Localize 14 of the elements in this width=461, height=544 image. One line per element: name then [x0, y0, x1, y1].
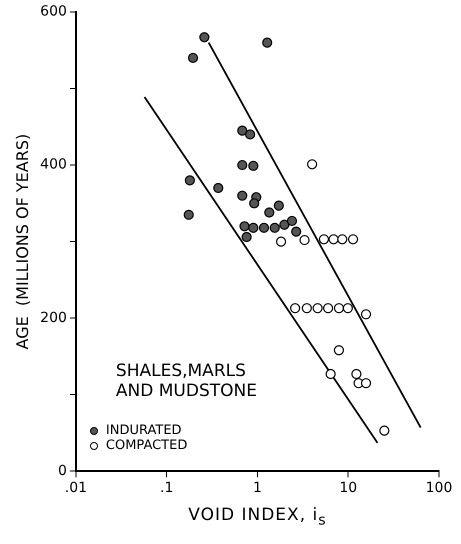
y-axis-title: AGE (MILLIONS OF YEARS)	[12, 134, 32, 350]
y-tick-label: 200	[40, 310, 67, 326]
y-tick-label: 600	[40, 4, 67, 20]
legend-label: INDURATED	[106, 423, 182, 438]
x-tick-label: 1	[253, 480, 262, 496]
x-axis-title: VOID INDEX, i$_{s}$	[187, 505, 328, 528]
y-tick-label: 400	[40, 156, 67, 173]
x-tick-label: .01	[64, 480, 88, 496]
legend-label: COMPACTED	[106, 438, 188, 454]
y-tick-label: 0	[58, 462, 67, 479]
x-tick-label: 100	[426, 480, 452, 496]
x-tick-label: 10	[339, 480, 358, 496]
legend-title: SHALES,MARLS AND MUDSTONE	[116, 361, 258, 402]
x-tick-label: .1	[160, 480, 174, 496]
